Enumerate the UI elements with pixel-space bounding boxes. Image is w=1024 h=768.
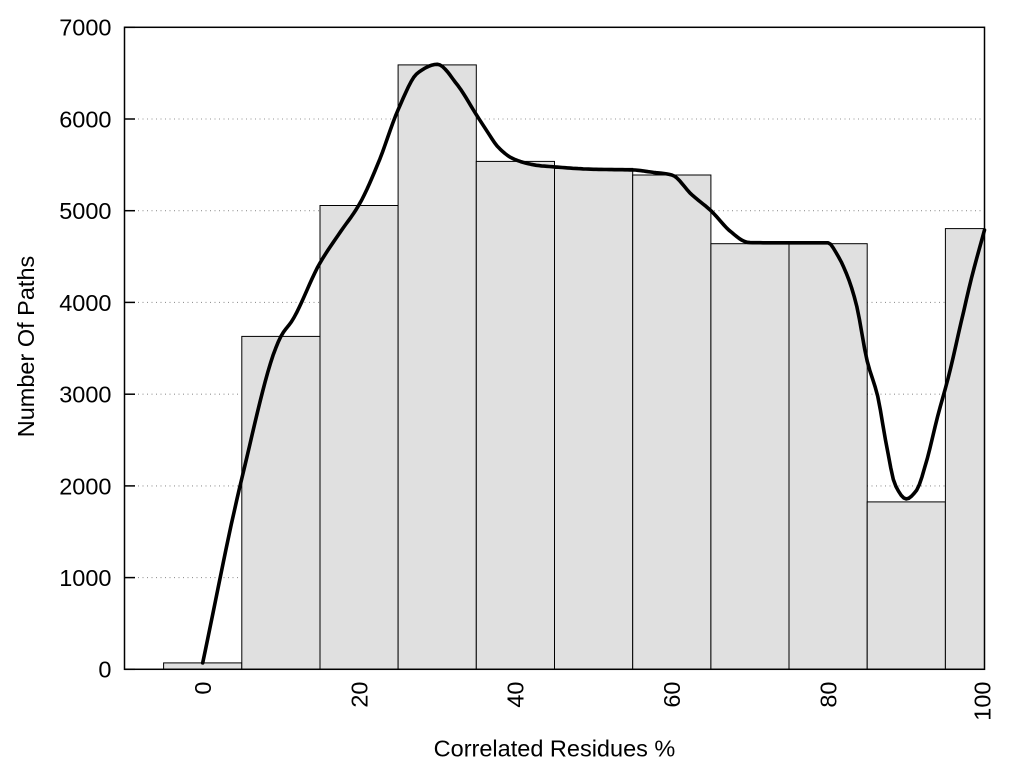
svg-text:Number Of Paths: Number Of Paths [13,256,39,438]
svg-text:6000: 6000 [59,106,111,132]
svg-text:7000: 7000 [59,15,111,41]
svg-text:3000: 3000 [59,382,111,408]
svg-text:5000: 5000 [59,198,111,224]
svg-text:0: 0 [98,657,111,683]
svg-text:80: 80 [815,682,841,708]
svg-text:2000: 2000 [59,473,111,499]
svg-text:0: 0 [190,682,216,695]
svg-text:100: 100 [969,682,995,721]
svg-text:1000: 1000 [59,565,111,591]
svg-text:Correlated Residues %: Correlated Residues % [434,736,676,762]
svg-text:60: 60 [659,682,685,708]
svg-text:4000: 4000 [59,290,111,316]
svg-text:20: 20 [346,682,372,708]
svg-text:40: 40 [503,682,529,708]
